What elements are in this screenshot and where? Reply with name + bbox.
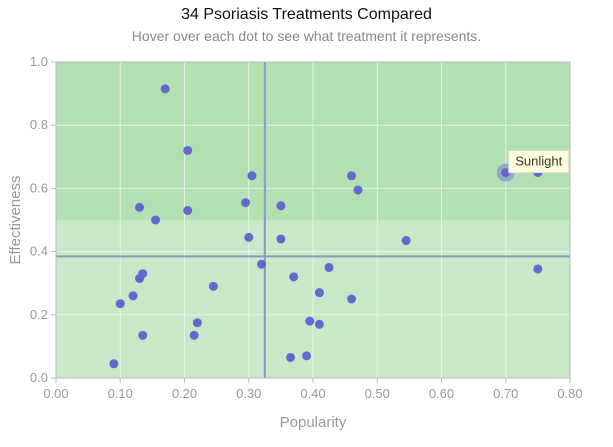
data-point[interactable] [276, 201, 286, 211]
data-point[interactable] [257, 259, 267, 269]
mean-lines [56, 62, 570, 378]
x-tick-label: 0.60 [429, 386, 454, 401]
x-tick-label: 0.10 [108, 386, 133, 401]
tooltip-box [508, 150, 570, 174]
y-axis-title: Effectiveness [7, 176, 24, 265]
data-point[interactable] [347, 171, 357, 181]
chart-title: 34 Psoriasis Treatments Compared [181, 6, 432, 23]
y-tick-label: 0.0 [30, 370, 48, 385]
tooltip: Sunlight [508, 150, 570, 174]
data-point[interactable] [501, 168, 511, 178]
data-point[interactable] [314, 319, 324, 329]
data-point[interactable] [289, 272, 299, 282]
data-point[interactable] [109, 359, 119, 369]
x-tick-label: 0.70 [493, 386, 518, 401]
data-point[interactable] [138, 330, 148, 340]
y-axis-ticks: 0.0 0.2 0.4 0.6 0.8 1.0 [30, 54, 56, 385]
data-point[interactable] [244, 232, 254, 242]
x-tick-label: 0.80 [557, 386, 582, 401]
data-point[interactable] [183, 206, 193, 216]
x-tick-label: 0.40 [300, 386, 325, 401]
y-tick-label: 0.2 [30, 307, 48, 322]
x-axis-ticks: 0.00 0.10 0.20 0.30 0.40 0.50 0.60 0.70 0.80 [43, 378, 583, 401]
data-point[interactable] [347, 294, 357, 304]
y-tick-label: 0.4 [30, 244, 48, 259]
y-tick-label: 1.0 [30, 54, 48, 69]
x-tick-label: 0.50 [365, 386, 390, 401]
data-point[interactable] [533, 264, 543, 274]
x-tick-label: 0.00 [43, 386, 68, 401]
data-point[interactable] [314, 288, 324, 298]
data-point[interactable] [115, 299, 125, 309]
data-point[interactable] [305, 316, 315, 326]
data-point[interactable] [241, 198, 251, 208]
data-point[interactable] [135, 273, 145, 283]
data-point[interactable] [353, 185, 363, 195]
data-point[interactable] [128, 291, 138, 301]
data-point[interactable] [286, 352, 296, 362]
data-point[interactable] [208, 281, 218, 291]
x-tick-label: 0.20 [172, 386, 197, 401]
data-point[interactable] [183, 145, 193, 155]
x-axis-title: Popularity [280, 414, 347, 431]
data-point[interactable] [160, 84, 170, 94]
data-point[interactable] [135, 202, 145, 212]
data-point[interactable] [401, 236, 411, 246]
data-point[interactable] [247, 171, 257, 181]
chart-subtitle: Hover over each dot to see what treatmen… [131, 28, 482, 44]
tooltip-label: Sunlight [515, 154, 562, 169]
data-point[interactable] [192, 318, 202, 328]
data-points [109, 84, 543, 369]
data-point[interactable] [151, 215, 161, 225]
data-point[interactable] [276, 234, 286, 244]
x-tick-label: 0.30 [236, 386, 261, 401]
data-point[interactable] [324, 262, 334, 272]
y-tick-label: 0.8 [30, 117, 48, 132]
data-point[interactable] [189, 330, 199, 340]
data-point[interactable] [302, 351, 312, 361]
y-tick-label: 0.6 [30, 180, 48, 195]
